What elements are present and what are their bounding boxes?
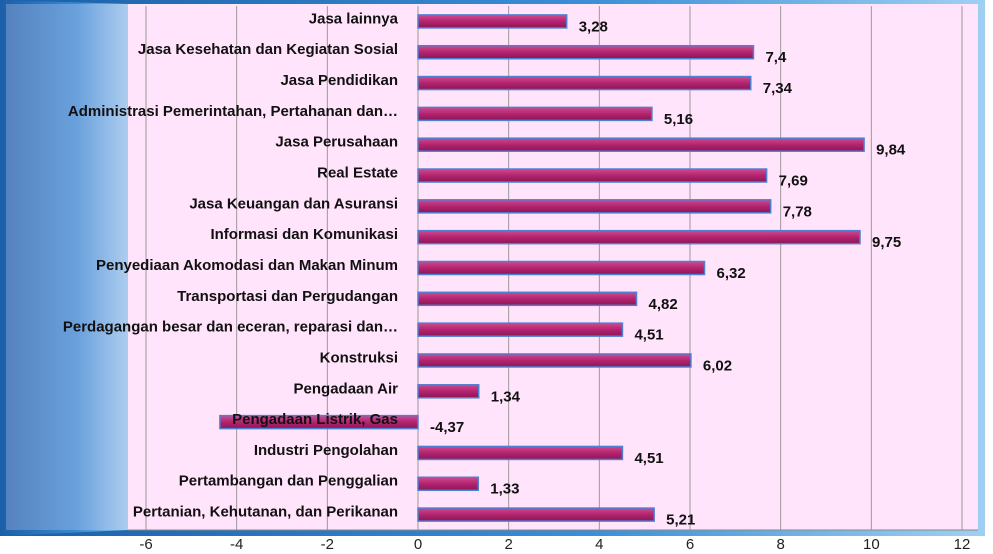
x-tick-label: 2 <box>504 536 512 553</box>
category-label: Real Estate <box>317 164 398 181</box>
bar <box>417 445 624 461</box>
bar <box>417 260 706 276</box>
category-label: Administrasi Pemerintahan, Pertahanan da… <box>68 103 398 120</box>
value-label: 9,75 <box>872 234 901 251</box>
x-tick-label: 10 <box>863 536 880 553</box>
x-tick-label: 0 <box>414 536 422 553</box>
value-label: 4,82 <box>649 296 678 313</box>
x-tick-label: 12 <box>954 536 971 553</box>
value-label: 4,51 <box>634 327 663 344</box>
value-label: 9,84 <box>876 142 906 159</box>
category-label: Transportasi dan Pergudangan <box>177 288 398 305</box>
bar <box>417 75 752 91</box>
value-label: 6,02 <box>703 357 732 374</box>
category-label: Pertambangan dan Penggalian <box>179 473 398 490</box>
category-label: Jasa Keuangan dan Asuransi <box>189 195 398 212</box>
value-label: 4,51 <box>634 450 663 467</box>
value-label: 5,21 <box>666 512 695 529</box>
bar <box>417 199 772 214</box>
bar <box>417 507 655 522</box>
value-label: 1,34 <box>491 388 521 405</box>
x-tick-label: 8 <box>776 536 784 553</box>
bar <box>417 322 624 337</box>
category-label: Pengadaan Air <box>294 380 399 397</box>
bar <box>417 168 768 183</box>
value-label: 7,4 <box>765 49 787 66</box>
category-label: Penyediaan Akomodasi dan Makan Minum <box>96 257 398 274</box>
category-label: Pertanian, Kehutanan, dan Perikanan <box>133 504 398 521</box>
bar <box>417 353 692 368</box>
value-label: 7,69 <box>779 172 808 189</box>
frame-left <box>0 0 128 536</box>
category-label: Jasa lainnya <box>309 10 399 27</box>
x-tick-label: -6 <box>139 536 152 553</box>
category-label: Pengadaan Listrik, Gas <box>232 411 398 428</box>
bar <box>417 291 638 307</box>
category-label: Informasi dan Komunikasi <box>210 226 398 243</box>
bar <box>417 44 755 60</box>
bar <box>417 106 653 122</box>
category-label: Jasa Pendidikan <box>280 72 398 89</box>
bar <box>417 229 861 245</box>
value-label: 7,34 <box>763 80 793 97</box>
x-tick-label: -4 <box>230 536 243 553</box>
frame-glow <box>6 4 128 530</box>
x-tick-label: 4 <box>595 536 603 553</box>
value-label: 6,32 <box>717 265 746 282</box>
category-label: Konstruksi <box>320 349 398 366</box>
bar <box>417 137 865 152</box>
value-label: -4,37 <box>430 419 464 436</box>
x-tick-label: -2 <box>321 536 334 553</box>
category-label: Perdagangan besar dan eceran, reparasi d… <box>63 319 398 336</box>
x-tick-label: 6 <box>686 536 694 553</box>
bar <box>417 14 568 29</box>
value-label: 3,28 <box>579 18 608 35</box>
value-label: 1,33 <box>490 481 519 498</box>
bar <box>417 476 480 492</box>
category-label: Jasa Kesehatan dan Kegiatan Sosial <box>138 41 398 58</box>
bar <box>219 414 419 430</box>
category-label: Industri Pengolahan <box>254 442 398 459</box>
value-label: 7,78 <box>783 203 812 220</box>
bar <box>417 384 480 399</box>
category-label: Jasa Perusahaan <box>275 134 398 151</box>
value-label: 5,16 <box>664 111 693 128</box>
